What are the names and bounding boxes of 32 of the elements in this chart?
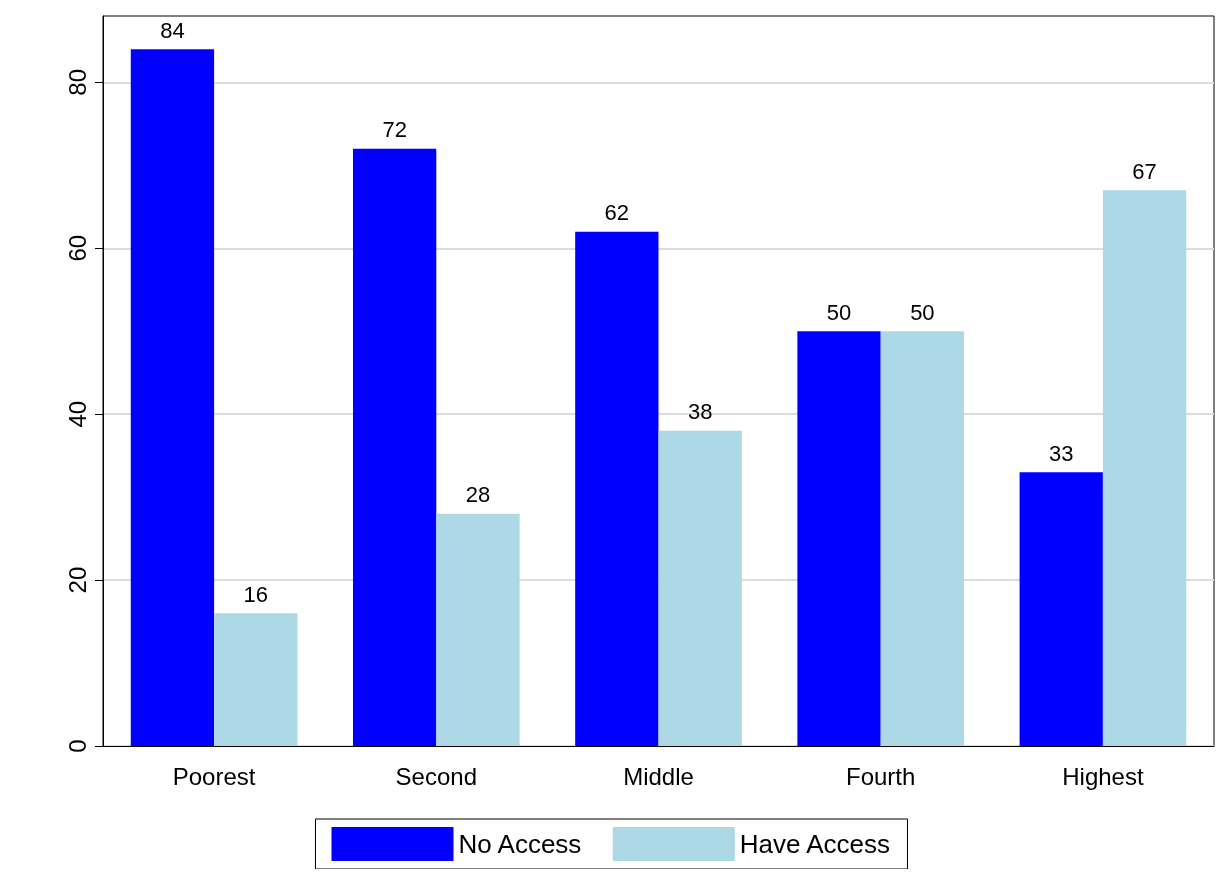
y-tick-label: 60 [63,234,91,262]
data-label: 33 [1049,440,1074,466]
legend-label: Have Access [739,829,891,859]
x-tick-label: Fourth [846,762,916,790]
x-tick-label: Highest [1062,762,1144,790]
legend-label: No Access [458,829,582,859]
data-label: 38 [687,399,713,425]
bar [575,231,659,746]
bar [1102,190,1187,746]
bar [797,331,881,746]
x-tick-label: Poorest [172,762,256,790]
data-label: 84 [160,17,185,43]
data-label: 16 [243,581,268,607]
x-tick-label: Middle [623,762,694,790]
x-tick-label: Second [395,762,477,790]
data-label: 67 [1132,158,1157,184]
bar [130,49,215,746]
y-tick-label: 0 [63,739,91,753]
bar [1019,472,1103,746]
bar [880,331,965,746]
bar [658,430,742,746]
y-tick-label: 40 [63,400,91,428]
data-label: 28 [465,482,491,508]
bar [214,613,298,746]
y-tick-label: 80 [63,69,91,96]
data-label: 72 [382,117,407,143]
data-label: 62 [604,200,630,226]
data-label: 50 [826,299,852,325]
data-label: 50 [910,299,935,325]
bar [352,148,437,746]
bar [436,513,520,746]
y-tick-label: 20 [63,566,91,594]
